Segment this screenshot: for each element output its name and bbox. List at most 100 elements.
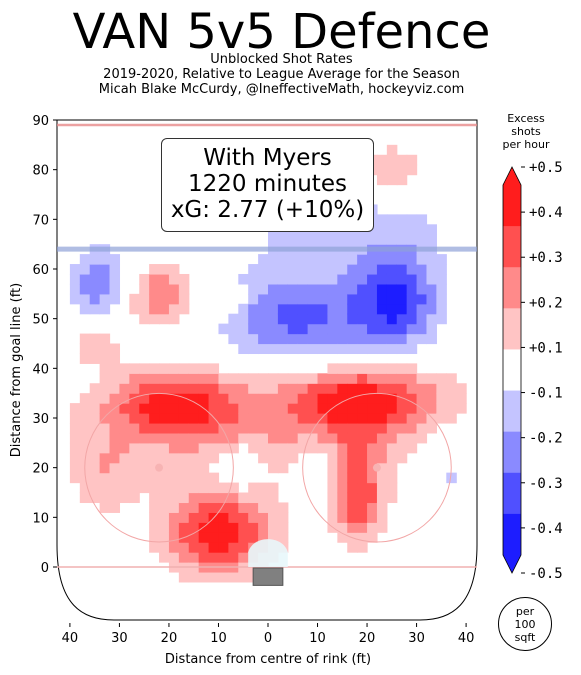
heat-cell (377, 234, 388, 245)
heat-cell (169, 274, 180, 285)
y-tick-label: 40 (32, 362, 49, 377)
heat-cell (288, 324, 299, 335)
heat-cell (209, 383, 220, 394)
heat-cell (367, 383, 378, 394)
heat-cell (446, 473, 457, 484)
heat-cell (139, 403, 150, 414)
heat-cell (149, 423, 160, 434)
heat-cell (70, 453, 81, 464)
heat-cell (159, 502, 170, 513)
heat-cell (357, 234, 368, 245)
colorbar-arrow-bottom (503, 555, 521, 573)
heat-cell (268, 294, 279, 305)
heat-cell (268, 502, 279, 513)
heat-cell (119, 403, 129, 414)
heat-cell (387, 324, 398, 335)
heat-cell (298, 234, 309, 245)
heat-cell (268, 522, 279, 533)
heat-cell (248, 383, 259, 394)
heat-cell (327, 463, 338, 474)
heat-cell (387, 383, 398, 394)
y-tick-label: 50 (32, 313, 49, 328)
heat-cell (377, 214, 388, 225)
heat-cell (179, 572, 190, 583)
heat-cell (377, 324, 388, 335)
heat-cell (377, 314, 388, 325)
heat-cell (308, 234, 319, 245)
heat-cell (248, 304, 259, 315)
heat-cell (179, 463, 190, 474)
heat-cell (308, 264, 319, 275)
heat-cell (298, 383, 309, 394)
heat-cell (149, 522, 160, 533)
heat-cell (357, 373, 368, 384)
heat-cell (288, 344, 299, 355)
heat-cell (288, 304, 299, 315)
heat-cell (436, 304, 447, 315)
heat-cell (268, 463, 279, 474)
heat-cell (436, 274, 447, 285)
heat-cell (189, 483, 200, 494)
heat-cell (397, 344, 408, 355)
heat-cell (139, 294, 150, 305)
heat-cell (278, 532, 289, 543)
heat-cell (119, 423, 129, 434)
unit-note-line-1: per (499, 605, 551, 618)
heat-cell (110, 383, 121, 394)
heat-cell (90, 413, 101, 424)
heat-cell (80, 493, 91, 504)
heat-cell (298, 314, 309, 325)
heat-cell (80, 284, 91, 295)
heat-cell (80, 344, 91, 355)
heat-cell (397, 224, 408, 235)
heat-cell (268, 324, 279, 335)
heat-cell (387, 463, 398, 474)
heat-cell (100, 373, 111, 384)
heat-cell (327, 512, 338, 523)
heat-cell (159, 542, 170, 553)
heat-cell (327, 433, 338, 444)
heat-cell (80, 274, 91, 285)
heat-cell (318, 383, 329, 394)
heat-cell (218, 483, 229, 494)
unit-note-line-3: sqft (499, 631, 551, 644)
heat-cell (110, 274, 121, 285)
heat-cell (159, 393, 170, 404)
colorbar-tick-label: -0.3 (529, 476, 563, 492)
heat-cell (288, 413, 299, 424)
heat-cell (100, 463, 111, 474)
heat-cell (288, 254, 299, 265)
heat-cell (318, 433, 329, 444)
heat-cell (248, 294, 259, 305)
heat-cell (209, 502, 220, 513)
heat-cell (129, 423, 140, 434)
heat-cell (387, 314, 398, 325)
heat-cell (318, 373, 329, 384)
heat-cell (377, 433, 388, 444)
heat-cell (367, 483, 378, 494)
heat-cell (238, 433, 249, 444)
heat-cell (90, 304, 101, 315)
heat-cell (238, 423, 249, 434)
heat-cell (209, 453, 220, 464)
heat-cell (139, 483, 150, 494)
heat-cell (327, 393, 338, 404)
heat-cell (377, 443, 388, 454)
faceoff-dot-right (373, 464, 381, 472)
heat-cell (228, 433, 239, 444)
heat-cell (298, 264, 309, 275)
heat-cell (209, 542, 220, 553)
heat-cell (169, 512, 180, 523)
heat-cell (347, 483, 358, 494)
heat-cell (308, 413, 319, 424)
heat-cell (407, 443, 418, 454)
heat-cell (110, 463, 121, 474)
heat-cell (159, 443, 170, 454)
heat-cell (258, 403, 269, 414)
heat-cell (149, 274, 160, 285)
heat-cell (110, 493, 121, 504)
heat-cell (169, 413, 180, 424)
y-axis-label: Distance from goal line (ft) (9, 283, 24, 457)
heat-cell (268, 393, 279, 404)
